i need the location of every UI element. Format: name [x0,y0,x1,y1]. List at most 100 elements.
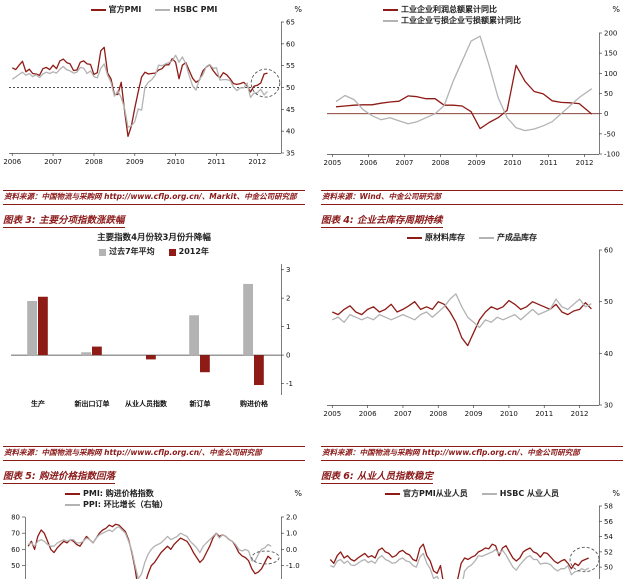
legend-item: 原材料库存 [407,233,465,243]
legend-item: 2012年 [168,247,209,257]
profit-source-block: 资料来源：Wind、中金公司研究部 [321,188,623,206]
bar-chart-canvas: 3 2 1 0 -1 生产 新出口订单 从业人员指数 新订单 购进价格 [3,258,305,410]
svg-text:2007: 2007 [396,159,414,167]
svg-text:56: 56 [604,518,613,526]
svg-text:60: 60 [11,546,20,554]
section-rule [321,204,623,205]
section-rule [3,460,305,461]
svg-text:200: 200 [604,30,617,38]
svg-text:2011: 2011 [540,159,558,167]
figure3-title: 图表 3: 主要分项指数涨跌幅 [3,212,305,228]
employment-chart-legend: 官方PMI从业人员 HSBC 从业人员% [321,486,623,500]
legend-swatch-icon [155,9,171,11]
svg-text:52: 52 [604,548,613,556]
svg-text:2009: 2009 [126,158,144,166]
inventory-chart-legend: 原材料库存 产成品库存 [321,230,623,244]
figure1-pmi-section: 官方PMI HSBC PMI% 65 60 55 50 45 40 35 2006 2007 200… [3,2,305,206]
svg-text:80: 80 [11,514,20,522]
section-rule [321,460,623,461]
svg-text:150: 150 [604,50,617,58]
figure4-title-text: 图表 4: 企业去库存周期持续 [321,215,443,228]
svg-text:2012: 2012 [571,410,589,418]
svg-text:新订单: 新订单 [190,399,211,408]
svg-text:45: 45 [286,106,295,114]
source-text: 资料来源：Wind、中金公司研究部 [322,191,442,201]
legend-item: 工业企业亏损企业亏损额累计同比 [383,16,521,26]
legend-swatch-icon [481,493,497,495]
legend-item: 官方PMI从业人员 [384,489,468,499]
legend-item: PMI: 购进价格指数 [65,489,154,499]
svg-text:2010: 2010 [504,159,522,167]
svg-text:1: 1 [286,323,290,331]
figure5-price-section: 图表 5: 购进价格指数回落 PMI: 购进价格指数 PPI: 环比增长（右轴）%… [3,462,305,579]
section-rule [321,189,623,191]
source-text: 资料来源：中国物流与采购网 http://www.cflp.org.cn/、中金… [322,447,580,457]
svg-text:2010: 2010 [500,410,518,418]
svg-text:1.0: 1.0 [286,530,297,538]
svg-text:58: 58 [604,503,613,511]
svg-text:70: 70 [11,530,20,538]
figure5-title-text: 图表 5: 购进价格指数回落 [3,471,116,484]
figure6-title: 图表 6: 从业人员指数稳定 [321,468,623,484]
figure3-subindex-section: 图表 3: 主要分项指数涨跌幅 主要指数4月份较3月份升降幅 过去7年平均 201… [3,206,305,462]
legend-swatch-icon [383,20,398,22]
legend-item: 过去7年平均 [99,247,155,257]
legend-item: HSBC 从业人员 [481,489,559,499]
legend-item: 官方PMI [90,5,141,15]
legend-swatch-icon [384,493,400,495]
svg-text:0.0: 0.0 [286,546,297,554]
axis-unit-label: % [294,5,302,14]
svg-text:60: 60 [286,40,295,48]
figure4-inventory-section: 图表 4: 企业去库存周期持续 原材料库存 产成品库存 60 50 40 30 2005 2… [321,206,623,462]
svg-text:55: 55 [286,62,295,70]
profit-chart-legend: 工业企业利润总额累计同比 工业企业亏损企业亏损额累计同比% [321,2,623,27]
svg-text:2011: 2011 [535,410,553,418]
legend-swatch-icon [99,248,107,256]
figure4-source-block: 资料来源：中国物流与采购网 http://www.cflp.org.cn/、中金… [321,444,623,462]
svg-text:2011: 2011 [208,158,226,166]
section-rule [3,189,305,191]
price-chart-legend: PMI: 购进价格指数 PPI: 环比增长（右轴）% [3,486,305,511]
svg-text:2010: 2010 [167,158,185,166]
svg-text:2007: 2007 [394,410,412,418]
svg-text:-100: -100 [604,151,620,159]
profit-chart-canvas: 200 150 100 50 0 -50 -100 2005 2006 2007 2008 2009 2… [321,27,623,168]
figure6-employment-section: 图表 6: 从业人员指数稳定 官方PMI从业人员 HSBC 从业人员% 58 56 5… [321,462,623,579]
svg-text:2012: 2012 [576,159,594,167]
legend-swatch-icon [65,493,80,495]
legend-item: PPI: 环比增长（右轴） [65,500,168,510]
figure2-profit-section: 工业企业利润总额累计同比 工业企业亏损企业亏损额累计同比% 200 150 100 50… [321,2,623,206]
figure3-source-block: 资料来源：中国物流与采购网 http://www.cflp.org.cn/、中金… [3,444,305,462]
svg-text:100: 100 [604,70,617,78]
svg-text:3: 3 [286,266,290,274]
svg-text:2008: 2008 [429,410,447,418]
figure3-title-text: 图表 3: 主要分项指数涨跌幅 [3,215,125,228]
source-text: 资料来源：中国物流与采购网 http://www.cflp.org.cn/、Ma… [4,191,297,201]
svg-text:50: 50 [11,562,20,570]
svg-text:30: 30 [604,402,613,410]
pmi-chart-canvas: 65 60 55 50 45 40 35 2006 2007 2008 2009 2010 2011 20… [3,16,305,167]
svg-text:2.0: 2.0 [286,514,297,522]
figure6-title-text: 图表 6: 从业人员指数稳定 [321,471,434,484]
svg-text:2: 2 [286,295,290,303]
employment-chart-canvas: 5856545250484644200620072008200920102011… [321,500,623,579]
svg-text:35: 35 [286,150,295,158]
bar-chart-title: 主要指数4月份较3月份升降幅 [97,233,211,243]
legend-item: 工业企业利润总额累计同比 [383,5,497,15]
svg-text:2012: 2012 [248,158,266,166]
svg-text:50: 50 [604,90,613,98]
svg-text:-1: -1 [286,380,293,388]
pmi-source-block: 资料来源：中国物流与采购网 http://www.cflp.org.cn/、Ma… [3,188,305,206]
axis-unit-label: % [612,489,620,498]
figure5-title: 图表 5: 购进价格指数回落 [3,468,305,484]
axis-unit-label: % [612,5,620,14]
svg-text:新出口订单: 新出口订单 [75,399,110,408]
svg-text:65: 65 [286,19,295,27]
legend-item: 产成品库存 [479,233,537,243]
legend-swatch-icon [65,504,80,506]
legend-swatch-icon [479,237,494,239]
svg-text:生产: 生产 [31,399,45,408]
axis-unit-label: % [294,489,302,498]
svg-text:-50: -50 [604,130,615,138]
